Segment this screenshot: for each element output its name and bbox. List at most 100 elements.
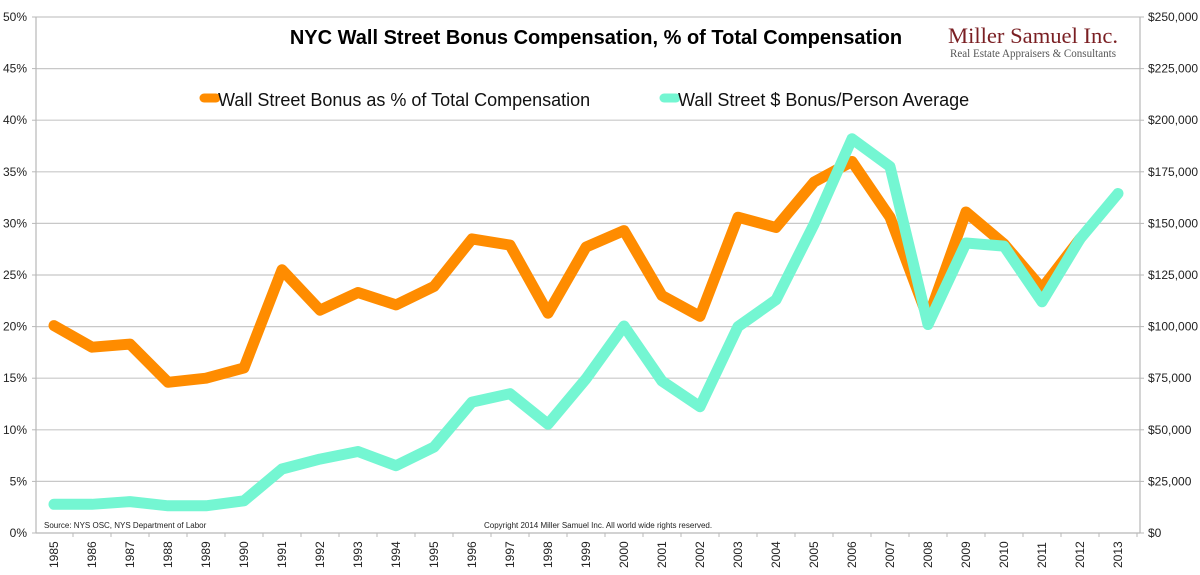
- data-point: [623, 230, 625, 232]
- data-point: [395, 465, 397, 467]
- data-point: [319, 309, 321, 311]
- right-tick-label: $100,000: [1148, 320, 1198, 334]
- data-point: [889, 216, 891, 218]
- series-lines: [48, 133, 1124, 512]
- x-tick-label: 2001: [655, 541, 669, 568]
- x-tick-label: 2005: [807, 541, 821, 568]
- data-point: [1041, 301, 1043, 303]
- data-point: [129, 343, 131, 345]
- data-point: [851, 138, 853, 140]
- data-point: [205, 505, 207, 507]
- data-point: [585, 246, 587, 248]
- x-tick-label: 2006: [845, 541, 859, 568]
- data-point: [129, 501, 131, 503]
- left-tick-label: 30%: [3, 216, 27, 230]
- copyright-note: Copyright 2014 Miller Samuel Inc. All wo…: [484, 521, 712, 530]
- source-note: Source: NYS OSC, NYS Department of Labor: [44, 521, 207, 530]
- logo-tagline: Real Estate Appraisers & Consultants: [950, 48, 1116, 60]
- right-tick-label: $50,000: [1148, 423, 1192, 437]
- x-tick-label: 1995: [427, 541, 441, 568]
- data-point: [1079, 238, 1081, 240]
- left-tick-label: 35%: [3, 165, 27, 179]
- data-point: [699, 315, 701, 317]
- right-tick-label: $150,000: [1148, 216, 1198, 230]
- data-point: [775, 299, 777, 301]
- left-tick-label: 10%: [3, 423, 27, 437]
- legend-label-bonus-avg: Wall Street $ Bonus/Person Average: [678, 90, 969, 110]
- left-tick-label: 5%: [10, 474, 28, 488]
- right-tick-label: $175,000: [1148, 165, 1198, 179]
- left-tick-label: 25%: [3, 268, 27, 282]
- data-point: [357, 292, 359, 294]
- data-point: [889, 166, 891, 168]
- data-point: [319, 458, 321, 460]
- data-point: [91, 346, 93, 348]
- data-point: [813, 223, 815, 225]
- x-tick-label: 2004: [769, 541, 783, 568]
- legend: Wall Street Bonus as % of Total Compensa…: [199, 90, 969, 110]
- x-tick-label: 1985: [47, 541, 61, 568]
- chart-title: NYC Wall Street Bonus Compensation, % of…: [290, 27, 902, 49]
- x-tick-label: 1999: [579, 541, 593, 568]
- x-tick-label: 2003: [731, 541, 745, 568]
- data-point: [547, 312, 549, 314]
- x-tick-label: 2013: [1111, 541, 1125, 568]
- data-point: [167, 381, 169, 383]
- x-tick-label: 1993: [351, 541, 365, 568]
- x-tick-label: 1987: [123, 541, 137, 568]
- x-tick-label: 2002: [693, 541, 707, 568]
- x-tick-label: 1994: [389, 541, 403, 568]
- data-point: [509, 393, 511, 395]
- right-tick-label: $125,000: [1148, 268, 1198, 282]
- left-tick-label: 20%: [3, 320, 27, 334]
- data-point: [965, 242, 967, 244]
- data-point: [471, 238, 473, 240]
- data-point: [167, 505, 169, 507]
- data-point: [205, 377, 207, 379]
- data-point: [623, 325, 625, 327]
- data-point: [813, 181, 815, 183]
- left-tick-label: 40%: [3, 113, 27, 127]
- x-tick-label: 1998: [541, 541, 555, 568]
- x-tick-label: 2009: [959, 541, 973, 568]
- x-tick-label: 1986: [85, 541, 99, 568]
- data-point: [1003, 245, 1005, 247]
- x-axis-ticks: 1985 1986 1987 1988 1989 1990 1991 1992 1993 1994…: [47, 533, 1138, 568]
- left-tick-label: 45%: [3, 62, 27, 76]
- right-tick-label: $75,000: [1148, 371, 1192, 385]
- data-point: [1041, 287, 1043, 289]
- x-tick-label: 1997: [503, 541, 517, 568]
- left-tick-label: 50%: [3, 10, 27, 24]
- x-tick-label: 1990: [237, 541, 251, 568]
- data-point: [471, 401, 473, 403]
- x-tick-label: 1991: [275, 541, 289, 568]
- series-line-bonus-avg: [48, 133, 1124, 512]
- data-point: [547, 423, 549, 425]
- legend-label-bonus-pct: Wall Street Bonus as % of Total Compensa…: [218, 90, 590, 110]
- data-point: [433, 285, 435, 287]
- series-line-bonus-pct: [48, 156, 1086, 388]
- left-tick-label: 15%: [3, 371, 27, 385]
- right-axis-ticks: $0 $25,000 $50,000 $75,000 $100,000 $125,000 $…: [1140, 10, 1198, 540]
- x-tick-label: 2010: [997, 541, 1011, 568]
- right-tick-label: $0: [1148, 526, 1162, 540]
- logo: Miller Samuel Inc. Real Estate Appraiser…: [948, 23, 1118, 60]
- data-point: [395, 304, 397, 306]
- right-tick-label: $200,000: [1148, 113, 1198, 127]
- data-point: [927, 324, 929, 326]
- logo-name: Miller Samuel Inc.: [948, 23, 1118, 48]
- x-tick-label: 1992: [313, 541, 327, 568]
- data-point: [53, 325, 55, 327]
- x-tick-label: 1989: [199, 541, 213, 568]
- x-tick-label: 1996: [465, 541, 479, 568]
- x-tick-label: 2011: [1035, 542, 1049, 568]
- x-tick-label: 2008: [921, 541, 935, 568]
- left-tick-label: 0%: [10, 526, 28, 540]
- right-tick-label: $25,000: [1148, 474, 1192, 488]
- right-tick-label: $250,000: [1148, 10, 1198, 24]
- right-tick-label: $225,000: [1148, 62, 1198, 76]
- x-tick-label: 2012: [1073, 541, 1087, 568]
- x-tick-label: 2000: [617, 541, 631, 568]
- data-point: [1117, 192, 1119, 194]
